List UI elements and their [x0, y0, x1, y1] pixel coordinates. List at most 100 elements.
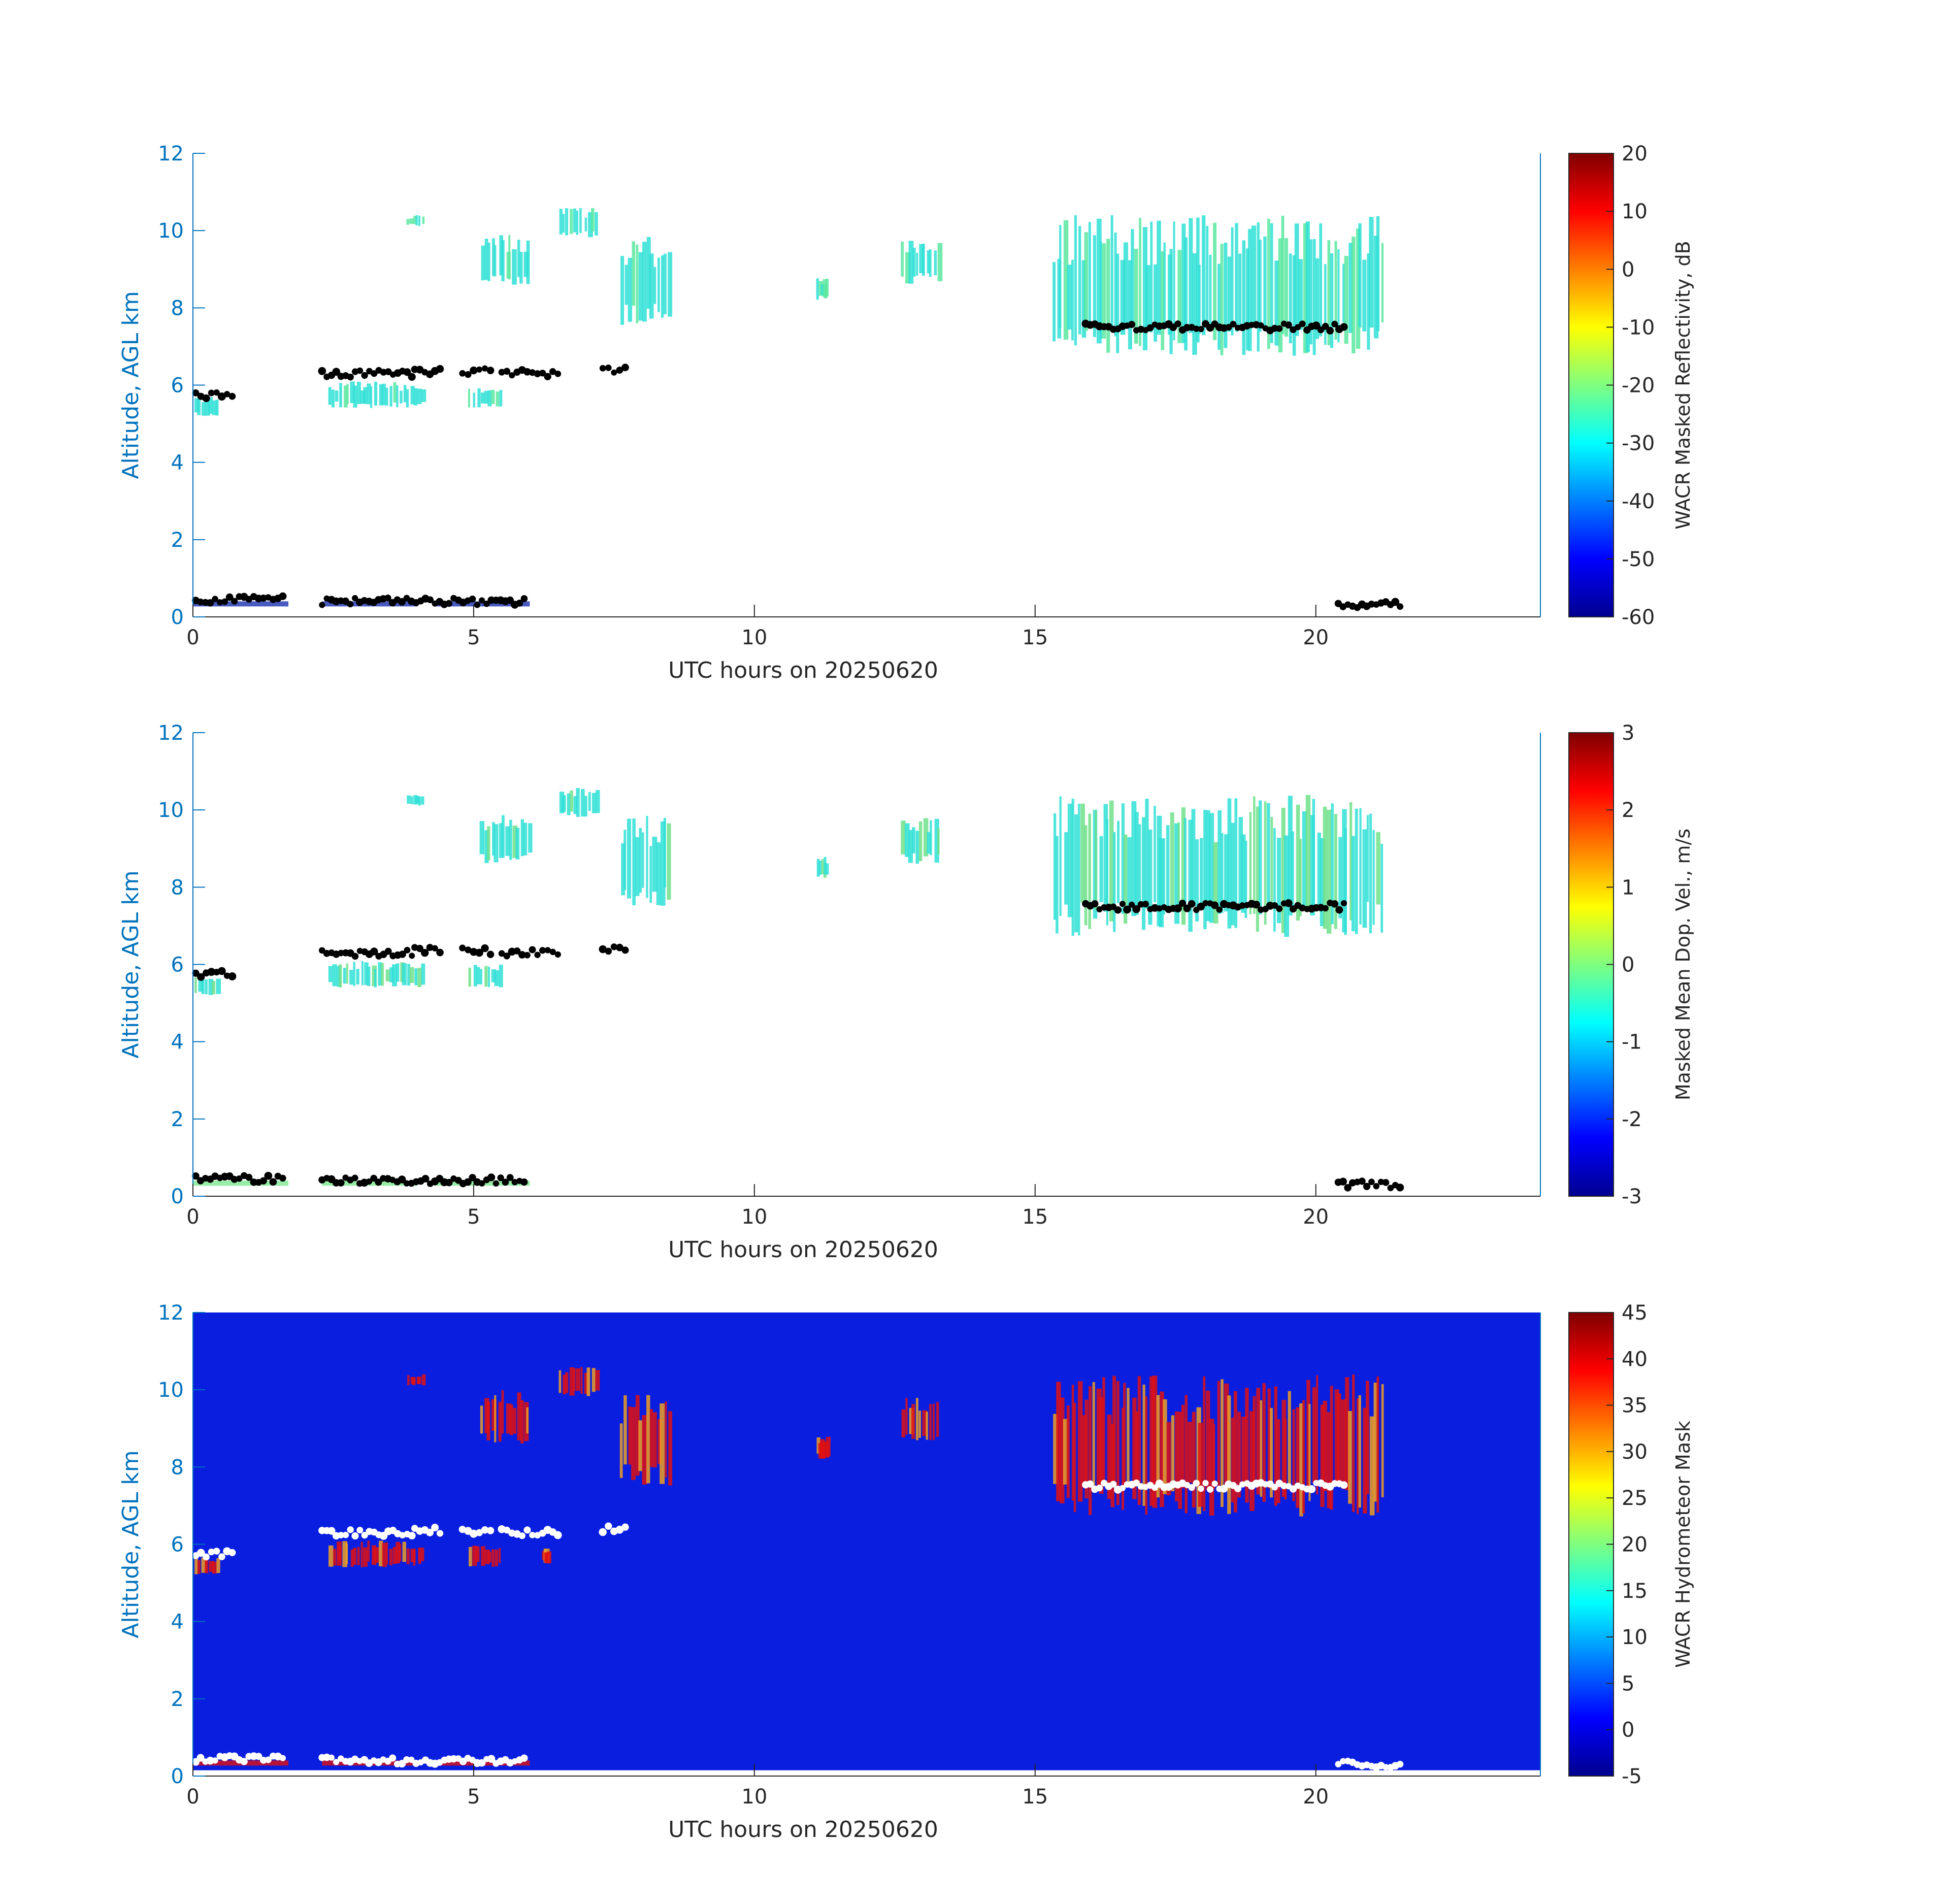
cloud-streak — [1189, 218, 1193, 333]
cloud-streak — [415, 796, 420, 804]
cloud-base-marker — [479, 597, 485, 604]
cloud-base-marker — [409, 953, 415, 959]
boundary-layer-echo — [434, 601, 530, 607]
cloud-base-marker — [202, 394, 210, 402]
cloud-streak — [934, 818, 939, 863]
cloud-streak — [342, 1541, 348, 1567]
cloud-streak — [486, 1402, 490, 1441]
cloud-base-marker — [416, 944, 423, 953]
cloud-base-marker — [196, 1549, 205, 1557]
cloud-streak — [668, 252, 673, 317]
cloud-base-marker — [1128, 901, 1135, 908]
cloud-streak — [1063, 220, 1069, 340]
cloud-streak — [484, 390, 489, 404]
cloud-streak — [528, 823, 533, 853]
cloud-base-marker — [544, 373, 551, 380]
cloud-base-marker — [554, 370, 562, 377]
cloud-streak — [339, 964, 342, 988]
cloud-streak — [492, 822, 495, 856]
cloud-base-marker — [616, 367, 623, 374]
cloud-base-marker — [337, 1179, 345, 1187]
cloud-base-marker — [370, 1174, 378, 1182]
cloud-streak — [1078, 803, 1080, 936]
cloud-streak — [1078, 226, 1081, 335]
cloud-streak — [402, 1541, 406, 1562]
cloud-streak — [1123, 1383, 1126, 1486]
cloud-streak — [584, 217, 587, 232]
cloud-streak — [356, 969, 359, 984]
cloud-streak — [1103, 804, 1108, 912]
cloud-streak — [1066, 1405, 1070, 1498]
cloud-base-markers — [1082, 899, 1347, 914]
cloud-streak — [1148, 829, 1153, 925]
cloud-streak — [562, 795, 566, 812]
cloud-streak — [1234, 798, 1238, 928]
cloud-streak — [646, 815, 648, 898]
cloud-streak — [1124, 834, 1128, 924]
cloud-base-marker — [371, 370, 378, 377]
cloud-streak — [1358, 1395, 1361, 1508]
cloud-base-marker — [259, 1177, 267, 1185]
cloud-streak — [1288, 796, 1293, 916]
cloud-streak — [343, 968, 346, 984]
x-tick-label: 20 — [1303, 1785, 1329, 1809]
cloud-streak — [374, 969, 377, 988]
cloud-streak — [649, 1409, 653, 1467]
cloud-base-marker — [384, 947, 392, 955]
cloud-base-marker — [236, 1175, 243, 1182]
cloud-streak — [652, 837, 657, 892]
cloud-base-marker — [206, 599, 214, 607]
cloud-streak — [665, 1401, 667, 1478]
cloud-base-marker — [1299, 320, 1306, 327]
cloud-region — [468, 388, 503, 408]
cloud-streak — [1296, 804, 1300, 921]
cloud-streak — [1134, 248, 1138, 344]
cloud-streak — [1296, 1407, 1300, 1508]
cloud-streak — [649, 846, 652, 903]
cloud-base-marker — [599, 945, 607, 954]
cloud-streak — [621, 843, 626, 896]
cloud-streak — [1359, 808, 1362, 925]
cloud-streak — [335, 390, 339, 402]
cloud-streak — [1323, 806, 1327, 929]
cloud-streak — [1145, 1396, 1147, 1515]
cloud-streak — [1116, 1381, 1120, 1505]
cloud-streak — [562, 214, 565, 233]
cloud-streak — [1319, 223, 1323, 337]
cloud-streak — [1096, 218, 1102, 344]
cloud-base-marker — [398, 1175, 406, 1184]
cloud-streak — [396, 963, 400, 982]
cloud-base-marker — [481, 1526, 489, 1534]
cloud-streak — [646, 237, 651, 309]
cloud-base-marker — [208, 1548, 215, 1556]
cloud-streak — [1244, 840, 1247, 918]
cloud-streak — [1081, 1415, 1087, 1486]
cloud-base-marker — [465, 371, 472, 378]
cloud-streak — [1277, 838, 1281, 924]
cloud-streak — [1367, 253, 1370, 350]
cloud-streak — [1109, 800, 1114, 922]
cloud-streak — [418, 796, 421, 806]
cloud-streak — [517, 240, 520, 277]
cloud-base-markers — [192, 1171, 286, 1186]
cloud-streak — [496, 391, 500, 407]
cloud-streak — [1174, 823, 1180, 924]
y-tick-label: 0 — [171, 1185, 184, 1208]
cloud-base-marker — [1234, 1485, 1242, 1492]
cloud-streak — [668, 1411, 672, 1486]
cloud-streak — [1224, 1383, 1229, 1487]
colorbar-label: Masked Mean Dop. Vel., m/s — [1672, 829, 1694, 1100]
cloud-base-marker — [1114, 906, 1122, 914]
cloud-streak — [929, 1404, 932, 1440]
cloud-streak — [1198, 1423, 1203, 1507]
cloud-streak — [1320, 838, 1325, 927]
cloud-base-marker — [265, 1756, 272, 1763]
cloud-base-marker — [520, 595, 528, 602]
cloud-streak — [1067, 265, 1072, 330]
cloud-base-marker — [1340, 323, 1348, 331]
cloud-streak — [385, 969, 390, 981]
cloud-streak — [1357, 1398, 1359, 1515]
cloud-streak — [1096, 1388, 1102, 1490]
cloud-streak — [1084, 232, 1089, 331]
cloud-streak — [1184, 818, 1187, 904]
